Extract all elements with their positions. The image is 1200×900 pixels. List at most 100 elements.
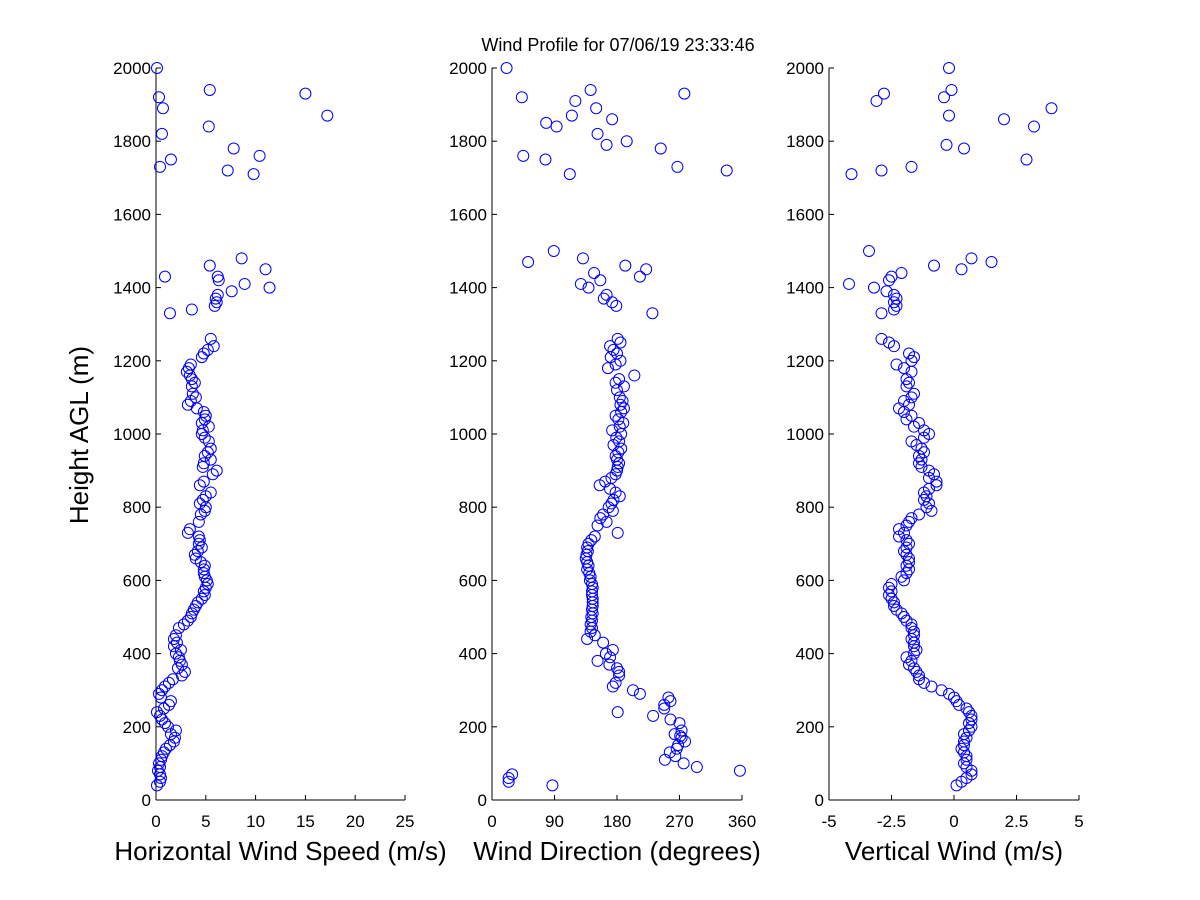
speed-data-point [206, 468, 219, 481]
direction-data-point [690, 761, 703, 774]
speed-x-tick-label: 25 [396, 812, 415, 831]
direction-data-point [658, 753, 671, 766]
speed-data-point [181, 614, 194, 627]
vertical-data-point [965, 713, 978, 726]
speed-x-tick-label: 15 [296, 812, 315, 831]
vertical-data-point [888, 596, 900, 609]
direction-data-point [626, 684, 639, 697]
vertical-data-point [950, 779, 963, 792]
vertical-data-point [945, 83, 958, 96]
direction-data-point [617, 402, 630, 415]
speed-data-point [225, 285, 238, 298]
direction-x-tick-label: 270 [665, 812, 693, 831]
speed-data-point [155, 127, 168, 140]
speed-data-point [212, 274, 225, 287]
vertical-data-point [908, 351, 920, 364]
direction-data-point [591, 127, 604, 140]
vertical-data-point [935, 684, 948, 697]
vertical-data-point [845, 168, 858, 181]
speed-data-point [192, 515, 205, 528]
speed-data-point [247, 168, 260, 181]
speed-data-point [155, 684, 168, 697]
vertical-data-point [868, 281, 880, 294]
vertical-data-point [908, 387, 920, 400]
direction-data-point [588, 530, 601, 543]
vertical-x-tick-label: -5 [821, 812, 836, 831]
direction-data-point [610, 431, 623, 444]
direction-data-point [613, 669, 626, 682]
speed-data-point [190, 402, 203, 415]
vertical-data-point [960, 731, 973, 744]
vertical-data-point [870, 94, 883, 107]
direction-data-point [582, 281, 595, 294]
y-axis-label: Height AGL (m) [64, 346, 94, 524]
speed-data-point [221, 164, 234, 177]
speed-data-point [166, 673, 179, 686]
direction-data-point [670, 742, 683, 755]
vertical-data-point [1045, 102, 1058, 115]
speed-data-point [150, 706, 163, 719]
vertical-data-point [963, 717, 975, 730]
direction-data-point [574, 277, 587, 290]
vertical-data-point [905, 618, 918, 631]
direction-data-point [646, 307, 659, 320]
direction-data-point [609, 468, 622, 481]
vertical-x-tick-label: 2.5 [1005, 812, 1029, 831]
vertical-data-point [900, 534, 913, 547]
speed-x-tick-label: 10 [246, 812, 265, 831]
speed-y-tick-label: 200 [123, 718, 151, 737]
vertical-data-point [910, 643, 923, 656]
direction-data-point [588, 629, 601, 642]
speed-data-point [198, 504, 211, 517]
speed-y-tick-label: 1000 [113, 425, 151, 444]
speed-data-point [162, 698, 175, 711]
direction-x-tick-label: 90 [545, 812, 564, 831]
direction-data-point [563, 168, 576, 181]
direction-data-point [502, 775, 515, 788]
vertical-data-point [905, 160, 918, 173]
direction-x-tick-label: 0 [487, 812, 496, 831]
direction-data-point [550, 120, 563, 133]
direction-data-point [597, 636, 610, 649]
vertical-data-point [883, 581, 895, 594]
speed-data-point [158, 717, 171, 730]
speed-data-point [167, 735, 180, 748]
direction-data-point [599, 647, 612, 660]
direction-data-point [522, 255, 535, 268]
vertical-data-point [888, 288, 900, 301]
vertical-data-point [875, 332, 888, 345]
vertical-data-point [918, 431, 930, 444]
vertical-x-tick-label: 5 [1074, 812, 1083, 831]
direction-data-point [612, 413, 625, 426]
speed-data-point [178, 665, 191, 678]
speed-data-point [299, 87, 312, 100]
figure-title: Wind Profile for 07/06/19 23:33:46 [481, 35, 754, 55]
direction-data-point [594, 274, 607, 287]
vertical-data-point [938, 91, 950, 104]
speed-data-point [185, 380, 198, 393]
direction-data-point [569, 94, 582, 107]
speed-y-tick-label: 800 [123, 498, 151, 517]
vertical-data-point [898, 574, 910, 587]
direction-data-point [515, 91, 528, 104]
vertical-y-tick-label: 1800 [786, 132, 824, 151]
vertical-data-point [885, 585, 898, 598]
direction-data-point [581, 632, 594, 645]
vertical-data-point [998, 113, 1010, 126]
speed-data-point [156, 102, 169, 115]
vertical-data-point [863, 245, 875, 257]
direction-data-point [606, 113, 619, 126]
direction-data-point [605, 497, 618, 510]
vertical-data-point [958, 746, 970, 759]
vertical-data-point [913, 449, 925, 462]
direction-data-point [606, 296, 619, 309]
speed-data-point [189, 552, 202, 565]
vertical-data-point [900, 373, 913, 386]
vertical-data-point [883, 274, 895, 287]
speed-data-point [164, 153, 177, 166]
speed-data-point [163, 739, 176, 752]
direction-data-point [619, 259, 632, 272]
direction-data-point [604, 651, 617, 664]
vertical-data-point [898, 406, 910, 419]
vertical-y-tick-label: 2000 [786, 59, 824, 78]
